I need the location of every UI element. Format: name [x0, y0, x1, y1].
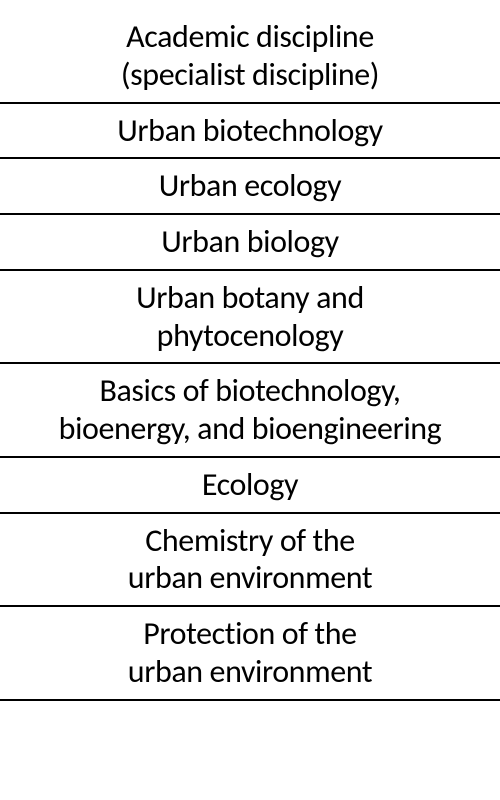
table-row: Urban biotechnology — [0, 104, 500, 160]
row-0-line-0: Urban biotechnology — [117, 112, 382, 150]
header-text: Academic discipline (specialist discipli… — [121, 18, 379, 94]
cell-text: Urban botany and phytocenology — [136, 279, 364, 355]
cell-text: Basics of biotechnology, bioenergy, and … — [59, 372, 442, 448]
table-row: Ecology — [0, 458, 500, 514]
row-6-line-0: Chemistry of the — [128, 522, 372, 560]
row-7-line-0: Protection of the — [128, 615, 372, 653]
header-line-1: Academic discipline — [121, 18, 379, 56]
header-line-2: (specialist discipline) — [121, 56, 379, 94]
table-row: Chemistry of the urban environment — [0, 514, 500, 608]
table-row: Urban biology — [0, 215, 500, 271]
row-6-line-1: urban environment — [128, 559, 372, 597]
row-2-line-0: Urban biology — [161, 223, 338, 261]
cell-text: Ecology — [202, 466, 298, 504]
row-7-line-1: urban environment — [128, 653, 372, 691]
cell-text: Urban biology — [161, 223, 338, 261]
cell-text: Urban ecology — [159, 167, 342, 205]
table-row: Urban botany and phytocenology — [0, 271, 500, 365]
cell-text: Chemistry of the urban environment — [128, 522, 372, 598]
table-header: Academic discipline (specialist discipli… — [0, 10, 500, 104]
cell-text: Urban biotechnology — [117, 112, 382, 150]
row-5-line-0: Ecology — [202, 466, 298, 504]
discipline-table: Academic discipline (specialist discipli… — [0, 0, 500, 701]
row-1-line-0: Urban ecology — [159, 167, 342, 205]
cell-text: Protection of the urban environment — [128, 615, 372, 691]
row-3-line-0: Urban botany and — [136, 279, 364, 317]
row-4-line-1: bioenergy, and bioengineering — [59, 410, 442, 448]
table-row: Urban ecology — [0, 159, 500, 215]
row-3-line-1: phytocenology — [136, 317, 364, 355]
table-row: Protection of the urban environment — [0, 607, 500, 701]
table-row: Basics of biotechnology, bioenergy, and … — [0, 364, 500, 458]
row-4-line-0: Basics of biotechnology, — [59, 372, 442, 410]
